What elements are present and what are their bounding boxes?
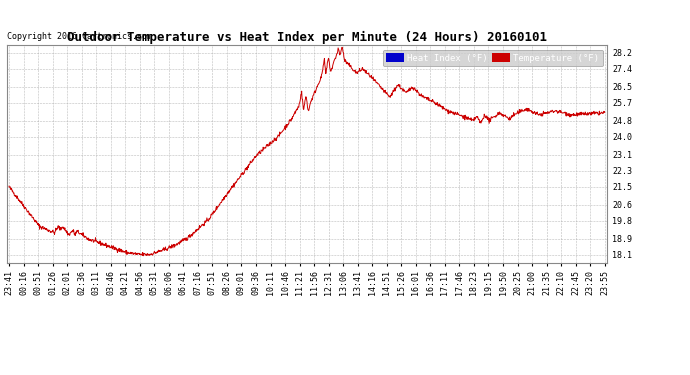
Title: Outdoor Temperature vs Heat Index per Minute (24 Hours) 20160101: Outdoor Temperature vs Heat Index per Mi… [67, 31, 547, 44]
Text: Copyright 2016 Cartronics.com: Copyright 2016 Cartronics.com [7, 32, 152, 41]
Legend: Heat Index (°F), Temperature (°F): Heat Index (°F), Temperature (°F) [383, 50, 602, 66]
